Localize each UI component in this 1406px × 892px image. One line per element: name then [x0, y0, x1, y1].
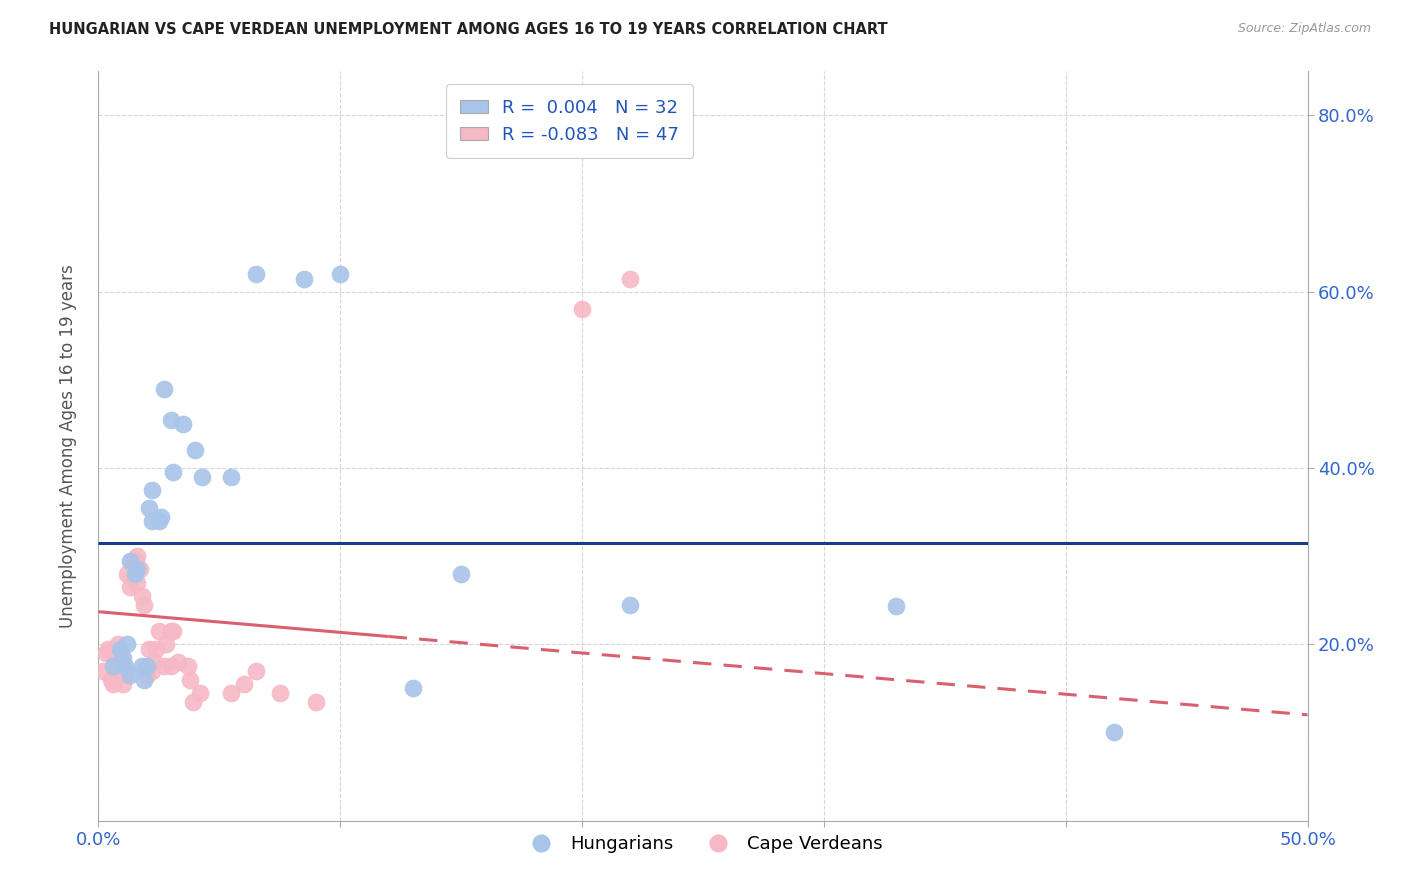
Point	[150, 509, 173, 524]
Point	[118, 580, 141, 594]
Point	[117, 566, 139, 581]
Point	[121, 553, 143, 567]
Point	[269, 686, 291, 700]
Point	[104, 659, 127, 673]
Point	[141, 664, 163, 678]
Point	[134, 673, 156, 687]
Legend: Hungarians, Cape Verdeans: Hungarians, Cape Verdeans	[516, 828, 890, 860]
Point	[155, 637, 177, 651]
Point	[131, 659, 153, 673]
Point	[221, 470, 243, 484]
Point	[114, 668, 136, 682]
Y-axis label: Unemployment Among Ages 16 to 19 years: Unemployment Among Ages 16 to 19 years	[59, 264, 77, 628]
Point	[138, 500, 160, 515]
Point	[148, 514, 170, 528]
Point	[91, 664, 114, 678]
Point	[141, 483, 163, 497]
Point	[108, 641, 131, 656]
Point	[127, 575, 149, 590]
Point	[305, 695, 328, 709]
Point	[118, 553, 141, 567]
Point	[118, 668, 141, 682]
Point	[124, 566, 146, 581]
Point	[124, 553, 146, 567]
Point	[134, 598, 156, 612]
Point	[191, 470, 214, 484]
Text: HUNGARIAN VS CAPE VERDEAN UNEMPLOYMENT AMONG AGES 16 TO 19 YEARS CORRELATION CHA: HUNGARIAN VS CAPE VERDEAN UNEMPLOYMENT A…	[49, 22, 887, 37]
Point	[152, 382, 174, 396]
Point	[160, 659, 183, 673]
Point	[292, 271, 315, 285]
Point	[188, 686, 211, 700]
Point	[101, 673, 124, 687]
Point	[571, 302, 593, 317]
Point	[94, 646, 117, 660]
Point	[111, 650, 134, 665]
Point	[143, 655, 166, 669]
Point	[131, 589, 153, 603]
Point	[181, 695, 204, 709]
Point	[148, 624, 170, 639]
Point	[108, 664, 131, 678]
Point	[127, 562, 149, 576]
Point	[111, 677, 134, 691]
Point	[160, 624, 183, 639]
Point	[135, 668, 157, 682]
Point	[111, 659, 134, 673]
Point	[100, 673, 122, 687]
Point	[619, 598, 641, 612]
Point	[232, 677, 254, 691]
Point	[135, 659, 157, 673]
Point	[1102, 725, 1125, 739]
Point	[104, 650, 127, 665]
Point	[108, 650, 131, 665]
Point	[101, 677, 124, 691]
Point	[160, 412, 183, 426]
Point	[162, 466, 184, 480]
Point	[172, 417, 194, 431]
Point	[127, 549, 149, 564]
Point	[114, 659, 136, 673]
Point	[221, 686, 243, 700]
Point	[245, 267, 267, 281]
Text: Source: ZipAtlas.com: Source: ZipAtlas.com	[1237, 22, 1371, 36]
Point	[152, 659, 174, 673]
Point	[107, 659, 129, 673]
Point	[117, 637, 139, 651]
Point	[619, 271, 641, 285]
Point	[450, 566, 472, 581]
Point	[141, 514, 163, 528]
Point	[107, 637, 129, 651]
Point	[138, 641, 160, 656]
Point	[101, 659, 124, 673]
Point	[128, 562, 150, 576]
Point	[402, 681, 425, 696]
Point	[177, 659, 200, 673]
Point	[886, 599, 908, 614]
Point	[162, 624, 184, 639]
Point	[179, 673, 201, 687]
Point	[184, 443, 207, 458]
Point	[167, 655, 190, 669]
Point	[97, 641, 120, 656]
Point	[145, 641, 167, 656]
Point	[329, 267, 352, 281]
Point	[245, 664, 267, 678]
